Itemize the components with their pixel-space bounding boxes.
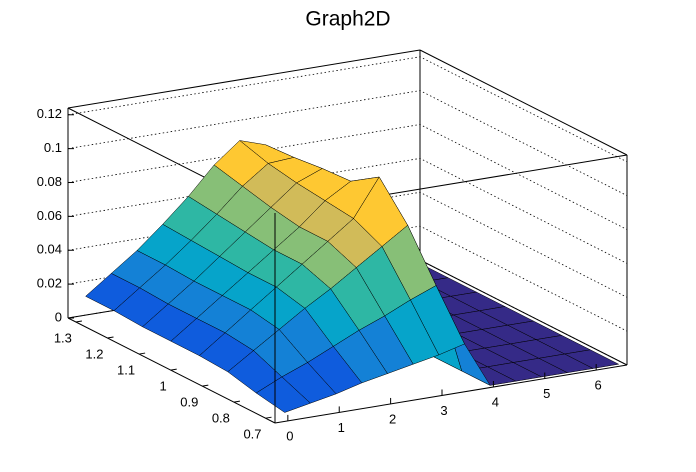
x-tick-label: 4 (492, 394, 499, 409)
box-edge (419, 49, 628, 156)
y-tick-label: 1.1 (117, 363, 135, 378)
grid-line (67, 56, 628, 163)
x-tick-label: 0 (286, 428, 293, 443)
z-tick-label: 0.08 (37, 174, 62, 189)
y-tick-label: 1.2 (85, 346, 103, 361)
y-tick (265, 416, 272, 419)
y-tick (170, 368, 177, 371)
grid-line (67, 191, 628, 298)
grid-line (67, 124, 628, 230)
x-tick-label: 2 (389, 411, 396, 426)
z-tick-label: 0 (55, 309, 62, 324)
x-tick-label: 6 (595, 378, 602, 393)
y-tick (75, 320, 82, 323)
y-tick-label: 0.8 (212, 411, 230, 426)
grid-line (67, 225, 628, 332)
grid-line (67, 157, 628, 264)
y-tick (107, 336, 114, 339)
grid-line (67, 90, 628, 196)
y-tick (139, 352, 146, 355)
z-tick-label: 0.06 (37, 208, 62, 223)
y-tick-label: 1 (159, 379, 166, 394)
y-tick-label: 0.9 (180, 395, 198, 410)
y-tick (233, 400, 240, 403)
surface-cell (255, 376, 311, 413)
box-edge (67, 49, 421, 109)
y-axis (67, 317, 276, 424)
z-tick-label: 0.04 (37, 242, 62, 257)
y-tick (202, 384, 209, 387)
z-tick-label: 0.12 (37, 106, 62, 121)
z-tick-label: 0.1 (44, 140, 62, 155)
z-tick-label: 0.02 (37, 276, 62, 291)
y-tick-label: 0.7 (243, 427, 261, 442)
x-tick-label: 1 (338, 420, 345, 435)
y-tick-label: 1.3 (54, 330, 72, 345)
x-axis (274, 364, 628, 424)
chart-title: Graph2D (305, 8, 390, 31)
x-tick-label: 5 (543, 386, 550, 401)
x-tick-label: 3 (440, 403, 447, 418)
